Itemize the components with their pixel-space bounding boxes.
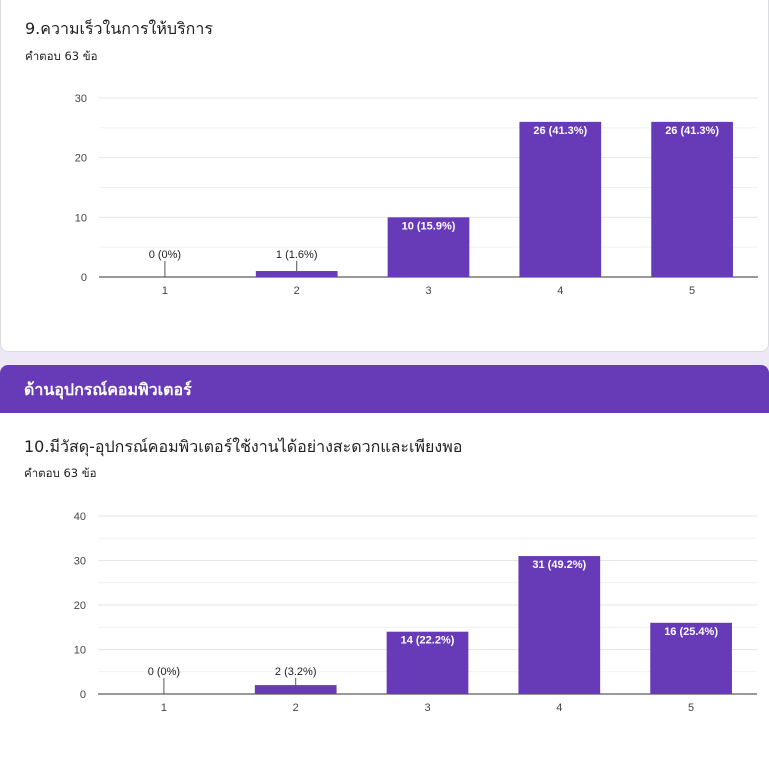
bar-data-label: 2 (3.2%) <box>275 666 317 678</box>
y-tick-label: 10 <box>74 645 86 657</box>
x-tick-label: 1 <box>161 702 167 714</box>
bar[interactable] <box>387 217 470 277</box>
bar[interactable] <box>255 271 338 277</box>
bar[interactable] <box>519 121 602 277</box>
bar-data-label: 0 (0%) <box>149 249 181 261</box>
bar[interactable] <box>651 121 733 277</box>
bar[interactable] <box>518 556 601 694</box>
y-tick-label: 30 <box>75 93 87 105</box>
bar-data-label: 0 (0%) <box>148 666 180 678</box>
bar-data-label: 14 (22.2%) <box>401 635 455 647</box>
bar[interactable] <box>254 685 337 694</box>
y-tick-label: 30 <box>74 556 86 568</box>
section-header: ด้านอุปกรณ์คอมพิวเตอร์ <box>0 365 769 413</box>
bar-data-label: 31 (49.2%) <box>532 559 586 571</box>
bar-data-label: 26 (41.3%) <box>533 125 587 137</box>
x-tick-label: 5 <box>689 285 695 297</box>
x-tick-label: 4 <box>556 702 562 714</box>
response-count: คำตอบ 63 ข้อ <box>24 466 97 480</box>
bar-data-label: 26 (41.3%) <box>665 125 719 137</box>
question-card-10: ด้านอุปกรณ์คอมพิวเตอร์ 10.มีวัสดุ-อุปกรณ… <box>0 365 769 769</box>
bar-data-label: 1 (1.6%) <box>276 249 318 261</box>
bar[interactable] <box>650 622 732 694</box>
y-tick-label: 20 <box>74 600 86 612</box>
bar-data-label: 10 (15.9%) <box>402 220 456 232</box>
bar[interactable] <box>386 631 469 694</box>
question-title: 9.ความเร็วในการให้บริการ <box>25 19 213 38</box>
bar-chart-question-9: 0 10 20 30 0 (0%) 1 1 (1.6%) 2 10 (15.9%) 3 26 (41… <box>75 93 758 297</box>
x-tick-label: 1 <box>162 285 168 297</box>
y-tick-label: 0 <box>81 272 87 284</box>
y-tick-label: 40 <box>74 511 86 523</box>
bar-data-label: 16 (25.4%) <box>664 626 718 638</box>
y-tick-label: 20 <box>75 153 87 165</box>
x-tick-label: 4 <box>557 285 563 297</box>
bar-chart-question-10: 0 10 20 30 40 0 (0%) 1 2 (3.2%) 2 14 (22.2%) 3 31 (… <box>74 511 757 714</box>
x-tick-label: 5 <box>688 702 694 714</box>
x-tick-label: 3 <box>424 702 430 714</box>
question-card-9: 9.ความเร็วในการให้บริการ คำตอบ 63 ข้อ 0 1… <box>0 0 769 352</box>
x-tick-label: 3 <box>425 285 431 297</box>
x-tick-label: 2 <box>293 702 299 714</box>
y-tick-label: 10 <box>75 212 87 224</box>
y-tick-label: 0 <box>80 689 86 701</box>
x-tick-label: 2 <box>294 285 300 297</box>
question-title: 10.มีวัสดุ-อุปกรณ์คอมพิวเตอร์ใช้งานได้อย… <box>24 437 463 456</box>
response-count: คำตอบ 63 ข้อ <box>25 49 98 63</box>
